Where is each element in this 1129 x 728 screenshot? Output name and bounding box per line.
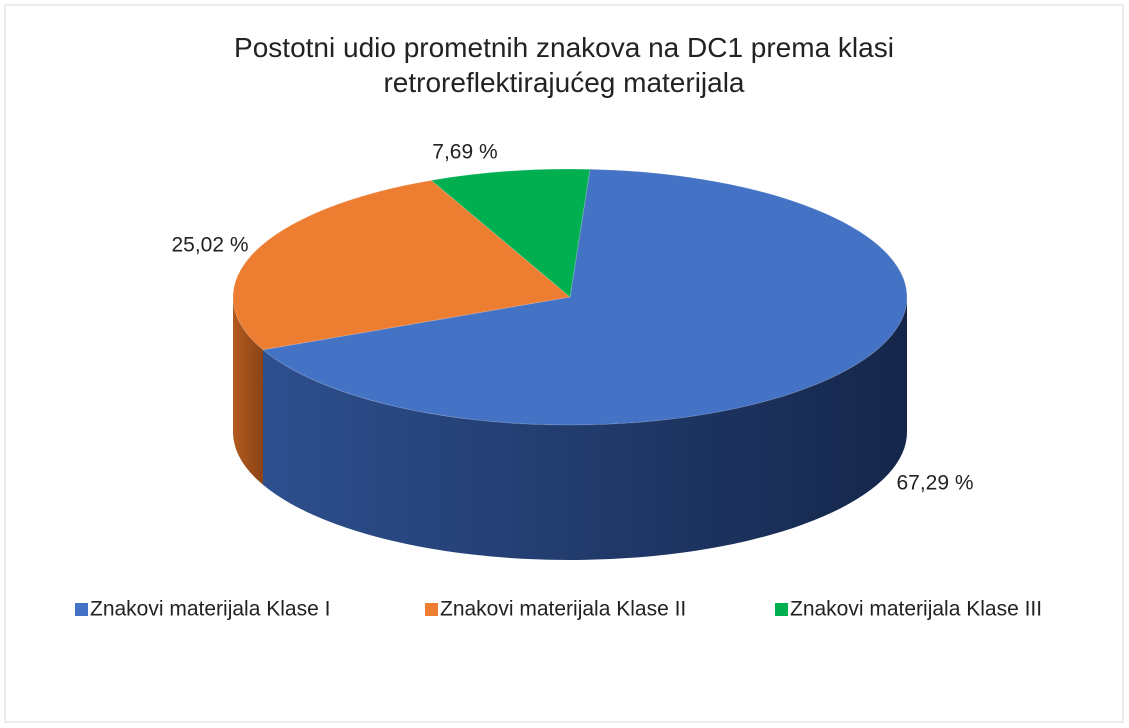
pie-slice: [232, 179, 572, 351]
data-label: 7,69 %: [432, 141, 497, 164]
legend-swatch: [75, 603, 88, 616]
data-label: 67,29 %: [896, 472, 973, 495]
legend-swatch: [775, 603, 788, 616]
legend-label: Znakovi materijala Klase I: [90, 598, 330, 621]
pie-side: [233, 297, 263, 485]
pie-slice: [261, 168, 908, 426]
pie-slice: [430, 168, 591, 298]
legend-label: Znakovi materijala Klase II: [440, 598, 686, 621]
legend-label: Znakovi materijala Klase III: [790, 598, 1042, 621]
chart-title: Postotni udio prometnih znakova na DC1 p…: [234, 32, 894, 98]
data-label: 25,02 %: [171, 234, 248, 257]
legend-swatch: [425, 603, 438, 616]
pie-side: [262, 297, 907, 560]
